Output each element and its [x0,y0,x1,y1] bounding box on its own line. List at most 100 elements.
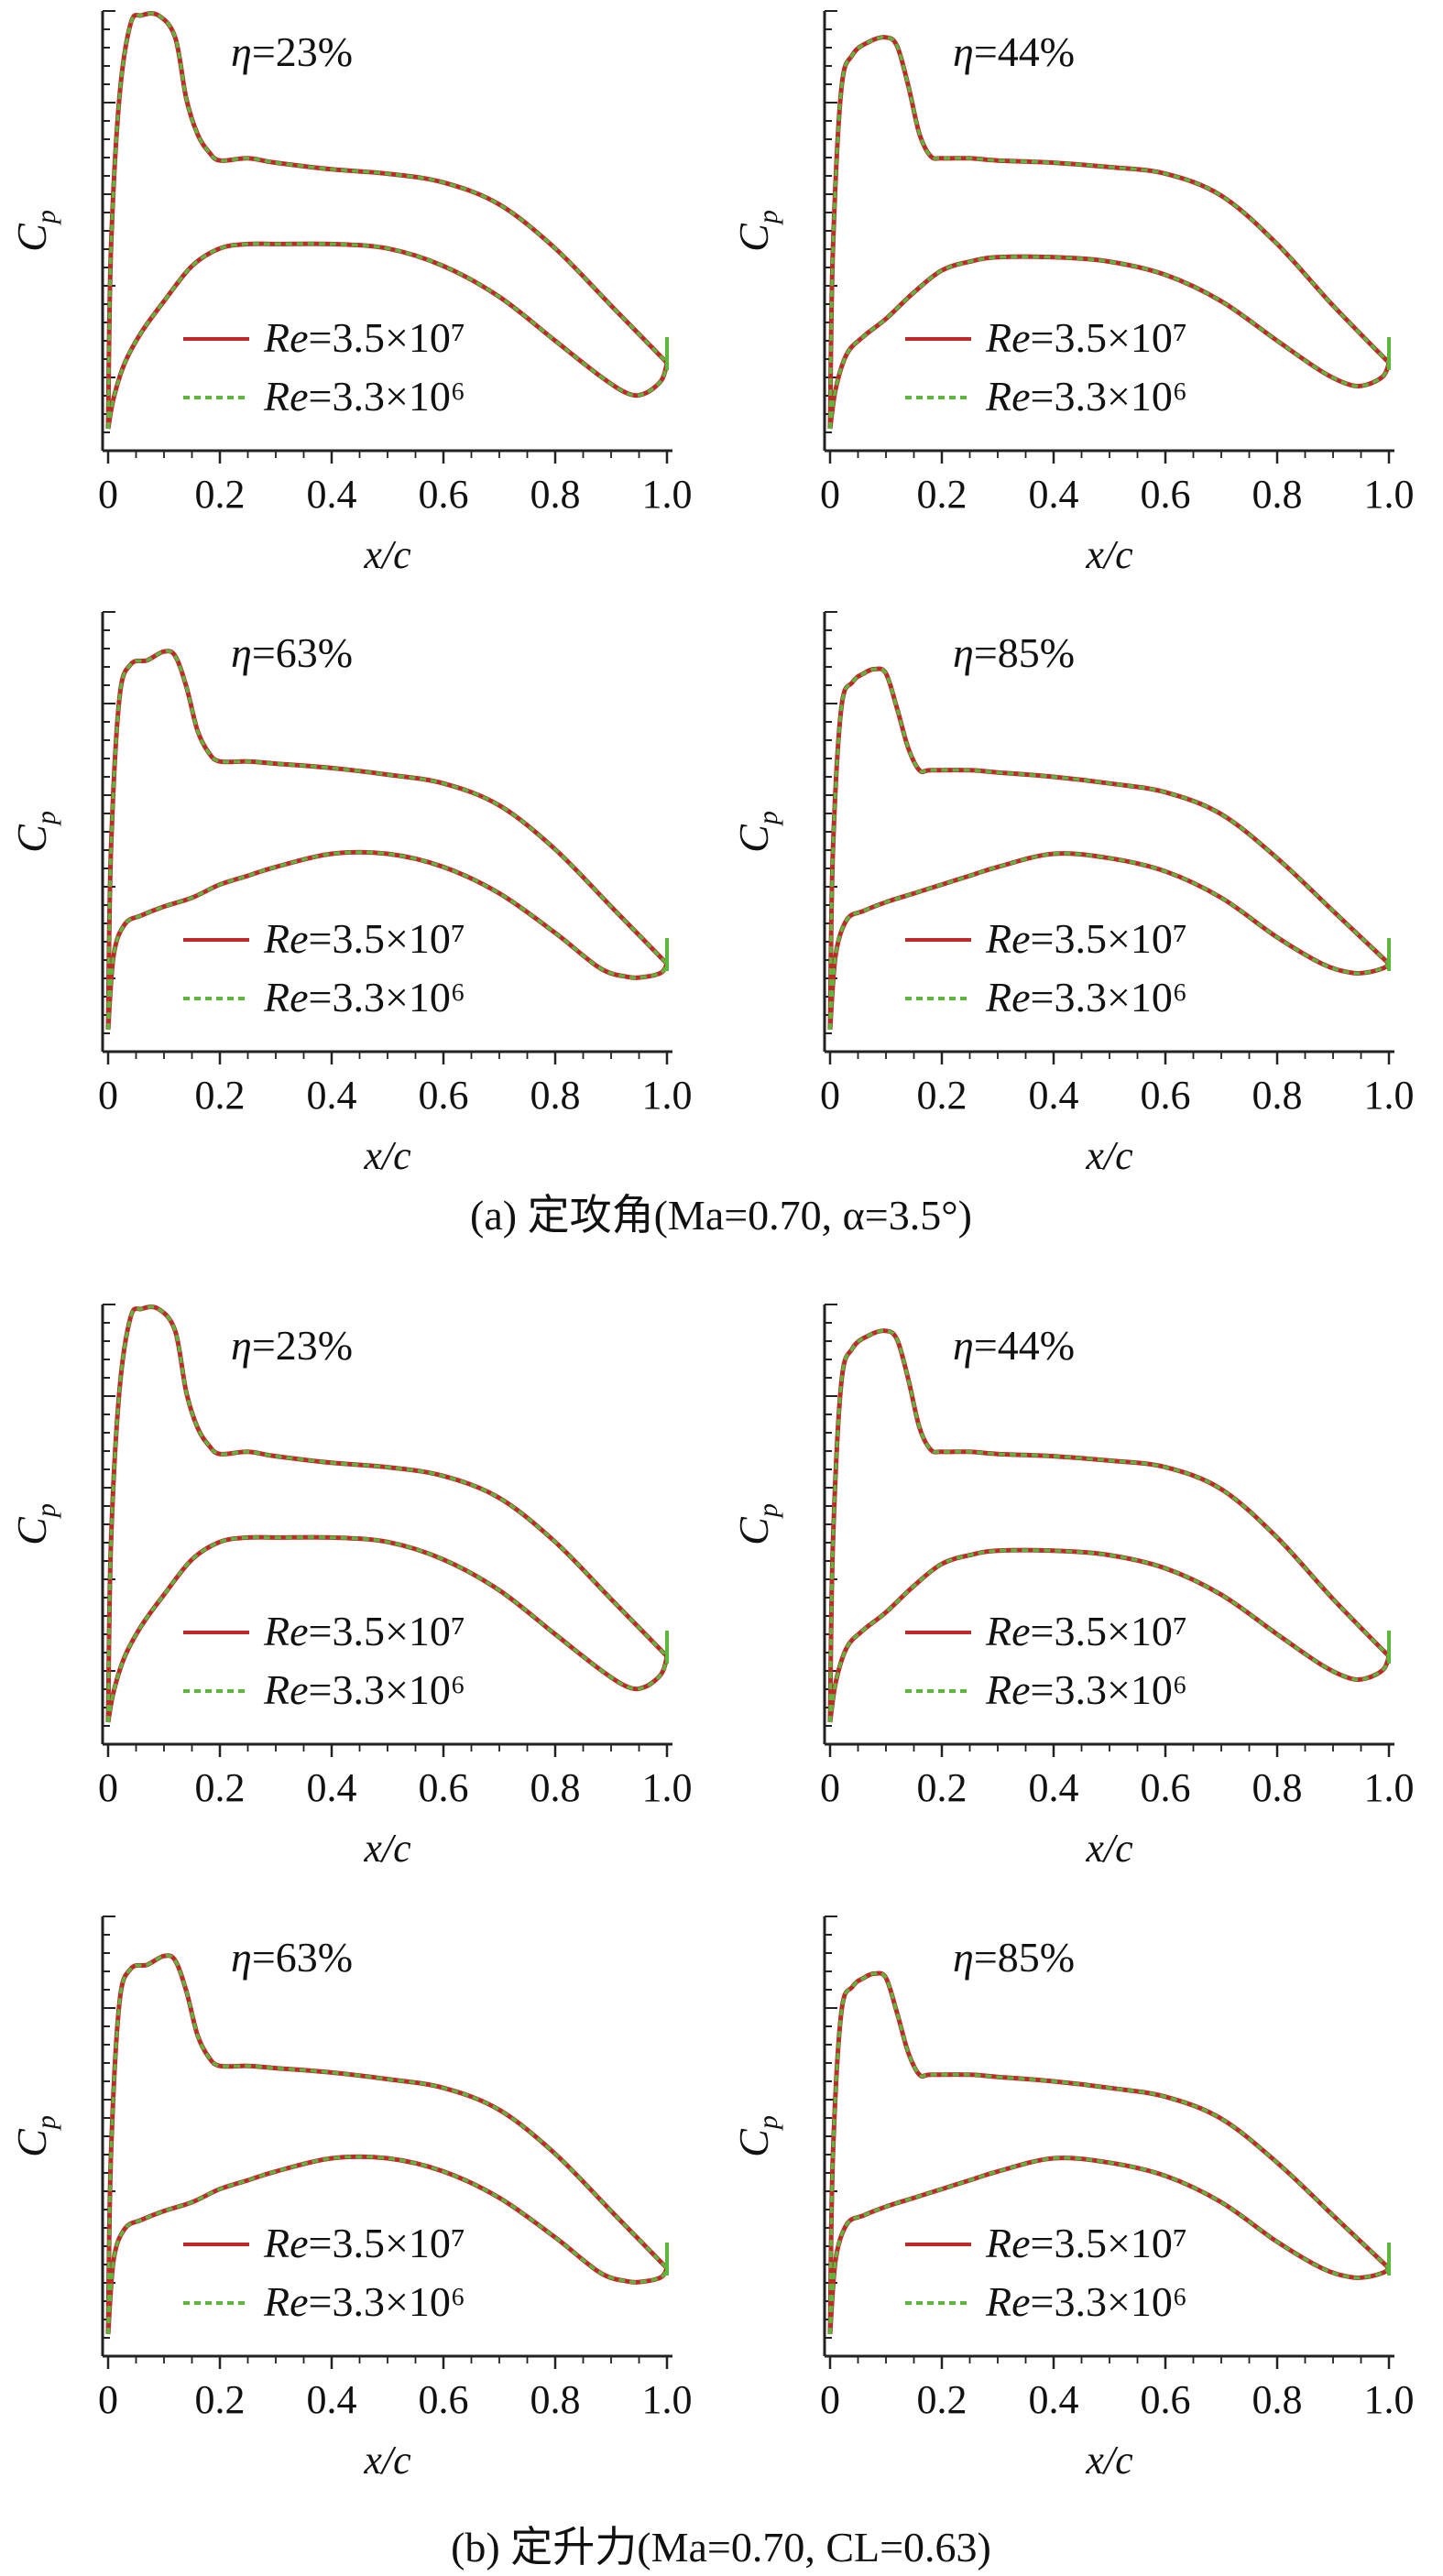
series-re-high-upper [105,1953,669,2335]
series-re-low-upper [828,35,1391,430]
station-annotation: η=85% [953,629,1075,676]
series-re-low-upper [106,11,669,430]
y-axis-label: Cp [8,210,61,252]
x-axis-label: x/c [363,1826,411,1871]
legend-label: Re=3.5×10⁷ [263,2220,465,2266]
x-tick-label: 1.0 [1364,2377,1415,2422]
legend-label: Re=3.5×10⁷ [985,915,1187,962]
chart-panel-b-1: 0 0.2 0.4 0.6 0.8 1.0 x/c Cp η=23% Re=3.5×10⁷ Re=3… [8,1304,693,1871]
station-annotation: η=23% [231,28,353,75]
legend-label: Re=3.3×10⁶ [263,1666,465,1713]
legend-label: Re=3.3×10⁶ [985,974,1187,1021]
x-tick-label: 0.4 [307,472,357,517]
x-axis-label: x/c [363,532,411,577]
x-tick-label: 0.4 [1029,1765,1079,1810]
legend-label: Re=3.5×10⁷ [263,915,465,962]
series-re-high-upper [105,11,669,430]
y-axis-label: Cp [730,811,783,853]
legend-label: Re=3.3×10⁶ [985,373,1187,420]
station-annotation: η=63% [231,1934,353,1981]
legend-label: Re=3.5×10⁷ [985,1608,1187,1654]
series-re-low-lower [106,850,669,1031]
legend-label: Re=3.3×10⁶ [263,974,465,1021]
caption-a: (a) 定攻角(Ma=0.70, α=3.5°) [470,1192,972,1239]
x-axis-label: x/c [1085,1826,1133,1871]
series-re-low-upper [106,1304,669,1723]
legend-label: Re=3.3×10⁶ [263,2278,465,2325]
x-tick-label: 0.4 [1029,1073,1079,1118]
x-tick-label: 0 [820,472,840,517]
station-annotation: η=44% [953,28,1075,75]
x-tick-label: 1.0 [1364,1765,1415,1810]
x-tick-label: 0.8 [530,472,581,517]
series-re-low-lower [828,255,1391,430]
legend-label: Re=3.5×10⁷ [985,314,1187,361]
x-tick-label: 0.2 [917,1073,967,1118]
x-tick-label: 0.2 [917,472,967,517]
x-tick-label: 1.0 [642,472,693,517]
x-axis-label: x/c [363,2438,411,2483]
x-tick-label: 0.6 [1141,1073,1191,1118]
x-tick-label: 0.6 [419,472,469,517]
x-tick-label: 0.2 [195,1073,246,1118]
x-axis-label: x/c [1085,1133,1133,1178]
chart-panel-a-2: 0 0.2 0.4 0.6 0.8 1.0 x/c Cp η=44% Re=3.5×10⁷ Re=3… [730,10,1415,577]
x-tick-label: 0.6 [419,1765,469,1810]
series-re-low-upper [106,1953,669,2335]
y-axis-label: Cp [730,210,783,252]
station-annotation: η=63% [231,629,353,676]
x-tick-label: 0.2 [917,1765,967,1810]
series-re-low-lower [828,851,1391,1031]
x-tick-label: 0 [820,2377,840,2422]
legend-label: Re=3.5×10⁷ [263,314,465,361]
y-axis-label: Cp [730,1503,783,1545]
x-tick-label: 0.8 [1252,1073,1303,1118]
series-re-low-upper [828,1328,1391,1723]
x-tick-label: 0.8 [530,2377,581,2422]
x-tick-label: 0.6 [1141,1765,1191,1810]
x-tick-label: 0.4 [1029,2377,1079,2422]
series-re-low-upper [828,667,1391,1031]
x-tick-label: 0.6 [419,1073,469,1118]
x-tick-label: 0.4 [307,2377,357,2422]
x-tick-label: 0 [98,1765,118,1810]
x-tick-label: 0.2 [195,472,246,517]
chart-panel-b-4: 0 0.2 0.4 0.6 0.8 1.0 x/c Cp η=85% Re=3.5×10⁷ Re=3… [730,1916,1415,2483]
chart-panel-a-1: 0 0.2 0.4 0.6 0.8 1.0 x/c Cp η=23% Re=3.5×10⁷ Re=3… [8,10,693,577]
series-re-low-lower [106,2155,669,2335]
x-tick-label: 1.0 [642,1073,693,1118]
legend-label: Re=3.3×10⁶ [985,2278,1187,2325]
chart-panel-b-3: 0 0.2 0.4 0.6 0.8 1.0 x/c Cp η=63% Re=3.5×10⁷ Re=3… [8,1916,693,2483]
x-tick-label: 0.6 [419,2377,469,2422]
x-tick-label: 0.4 [307,1765,357,1810]
x-tick-label: 0 [820,1073,840,1118]
series-re-low-upper [828,1971,1391,2335]
series-re-low-lower [106,242,669,430]
x-tick-label: 0.8 [1252,1765,1303,1810]
x-tick-label: 0.8 [530,1073,581,1118]
x-tick-label: 0.2 [917,2377,967,2422]
station-annotation: η=44% [953,1322,1075,1369]
x-tick-label: 0 [820,1765,840,1810]
x-tick-label: 0.4 [1029,472,1079,517]
legend-label: Re=3.3×10⁶ [263,373,465,420]
caption-b: (b) 定升力(Ma=0.70, CL=0.63) [451,2524,991,2571]
series-re-high-upper [105,649,669,1031]
x-tick-label: 0.4 [307,1073,357,1118]
x-tick-label: 0.6 [1141,2377,1191,2422]
legend-label: Re=3.5×10⁷ [263,1608,465,1654]
series-re-low-lower [828,1548,1391,1723]
y-axis-label: Cp [730,2115,783,2157]
chart-panel-a-3: 0 0.2 0.4 0.6 0.8 1.0 x/c Cp η=63% Re=3.5×10⁷ Re=3… [8,611,693,1178]
x-tick-label: 0 [98,1073,118,1118]
x-tick-label: 0.8 [1252,2377,1303,2422]
x-tick-label: 0.8 [530,1765,581,1810]
legend-label: Re=3.5×10⁷ [985,2220,1187,2266]
x-tick-label: 1.0 [642,2377,693,2422]
x-tick-label: 1.0 [642,1765,693,1810]
x-tick-label: 1.0 [1364,1073,1415,1118]
y-axis-label: Cp [8,1503,61,1545]
y-axis-label: Cp [8,2115,61,2157]
series-re-high-upper [827,1328,1391,1723]
